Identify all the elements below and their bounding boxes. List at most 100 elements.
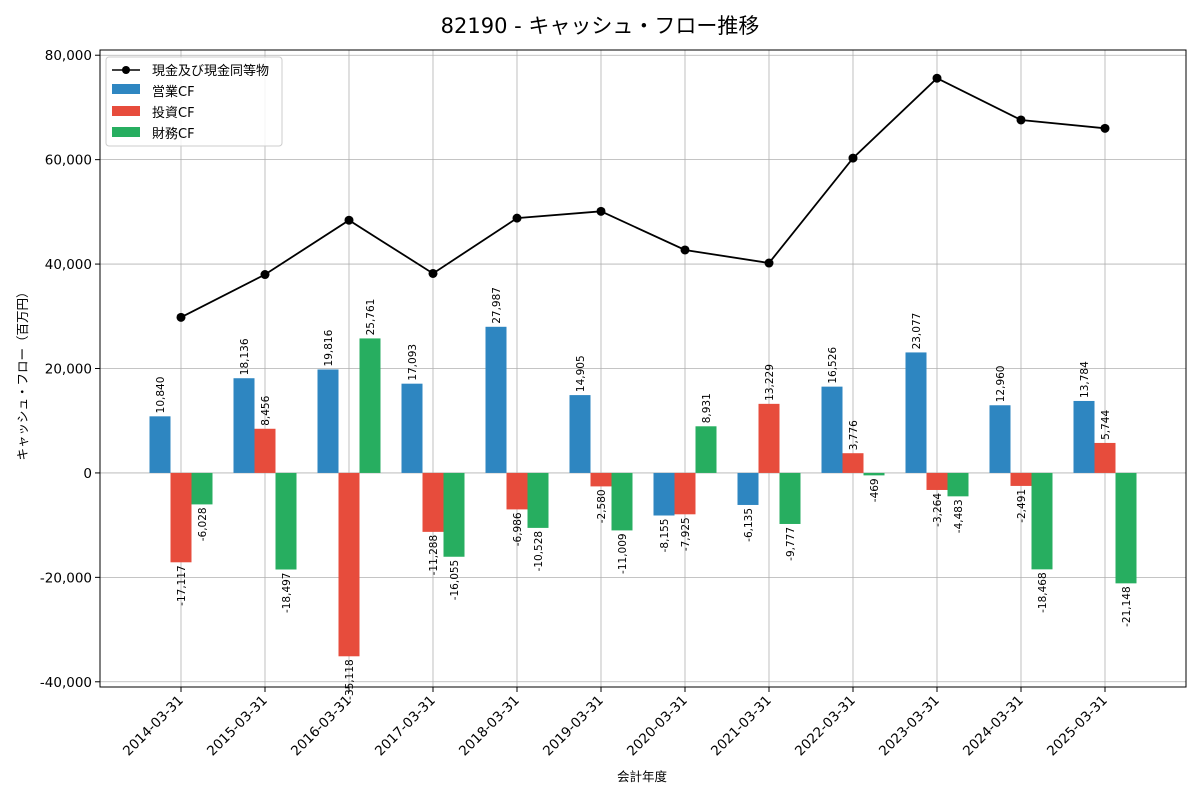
bar-投資CF-2025-03-31 — [1094, 442, 1116, 473]
bar-投資CF-2014-03-31 — [170, 472, 192, 563]
data-label: -6,135 — [743, 508, 755, 542]
x-tick-label: 2023-03-31 — [876, 693, 943, 760]
data-label: -7,925 — [680, 517, 692, 551]
data-label: -6,986 — [512, 512, 524, 546]
data-label: -10,528 — [533, 531, 545, 572]
y-tick-label: -20,000 — [40, 570, 92, 586]
bar-投資CF-2018-03-31 — [506, 472, 528, 510]
data-label: 27,987 — [491, 287, 503, 324]
legend-label-financing: 財務CF — [152, 127, 195, 142]
bar-財務CF-2022-03-31 — [863, 472, 885, 476]
y-tick-label: 20,000 — [45, 362, 92, 378]
data-label: 18,136 — [239, 338, 251, 375]
data-label: 12,960 — [995, 366, 1007, 403]
data-label: -18,497 — [281, 573, 293, 614]
line-point — [428, 268, 438, 278]
legend-label-operating: 営業CF — [152, 84, 195, 100]
data-label: 8,456 — [260, 395, 272, 425]
data-label: 14,905 — [575, 355, 587, 392]
bar-投資CF-2024-03-31 — [1010, 472, 1032, 486]
bar-財務CF-2025-03-31 — [1115, 472, 1137, 584]
data-label: -18,468 — [1037, 572, 1049, 613]
bar-投資CF-2016-03-31 — [338, 472, 360, 657]
data-label: 5,744 — [1100, 410, 1112, 440]
line-point — [932, 73, 942, 83]
bars-layer — [149, 326, 1137, 657]
x-tick-label: 2020-03-31 — [624, 693, 691, 760]
data-label: -21,148 — [1121, 586, 1133, 627]
legend: 現金及び現金同等物 営業CF 投資CF 財務CF — [105, 56, 283, 147]
bar-投資CF-2020-03-31 — [674, 472, 696, 515]
x-tick-label: 2019-03-31 — [540, 693, 607, 760]
line-point — [260, 270, 270, 280]
y-tick-label: 60,000 — [45, 153, 92, 169]
data-label: -3,264 — [932, 493, 944, 527]
bar-財務CF-2015-03-31 — [275, 472, 297, 570]
data-label: -11,288 — [428, 535, 440, 576]
bar-営業CF-2023-03-31 — [905, 352, 927, 473]
line-point — [344, 215, 354, 225]
bar-営業CF-2018-03-31 — [485, 326, 507, 473]
legend-swatch-investing — [112, 106, 140, 116]
bar-投資CF-2015-03-31 — [254, 428, 276, 473]
x-tick-label: 2021-03-31 — [708, 693, 775, 760]
x-tick-label: 2014-03-31 — [120, 693, 187, 760]
bar-財務CF-2017-03-31 — [443, 472, 465, 557]
chart-title: 82190 - キャッシュ・フロー推移 — [441, 14, 760, 38]
data-label: 8,931 — [701, 393, 713, 423]
bar-投資CF-2023-03-31 — [926, 472, 948, 490]
y-axis-label: キャッシュ・フロー（百万円） — [15, 285, 30, 460]
bar-財務CF-2018-03-31 — [527, 472, 549, 528]
bar-投資CF-2021-03-31 — [758, 403, 780, 473]
data-label: -9,777 — [785, 527, 797, 561]
line-point — [764, 258, 774, 268]
line-layer — [176, 73, 1110, 322]
bar-営業CF-2014-03-31 — [149, 416, 171, 473]
bar-財務CF-2016-03-31 — [359, 338, 381, 473]
data-label: -8,155 — [659, 519, 671, 553]
line-point — [848, 153, 858, 163]
line-point — [176, 312, 186, 322]
grid-layer — [100, 50, 1186, 687]
legend-frame — [105, 56, 283, 147]
line-point — [512, 213, 522, 223]
legend-line-marker — [122, 66, 130, 74]
line-point — [1100, 123, 1110, 133]
x-tick-label: 2022-03-31 — [792, 693, 859, 760]
bar-営業CF-2024-03-31 — [989, 405, 1011, 473]
y-tick-label: -40,000 — [40, 675, 92, 691]
data-label: 3,776 — [848, 420, 860, 450]
data-label: -2,491 — [1016, 489, 1028, 523]
bar-営業CF-2022-03-31 — [821, 386, 843, 473]
data-label: 10,840 — [155, 377, 167, 414]
bar-財務CF-2024-03-31 — [1031, 472, 1053, 570]
x-tick-label: 2016-03-31 — [288, 693, 355, 760]
bar-営業CF-2021-03-31 — [737, 472, 759, 505]
x-tick-label: 2017-03-31 — [372, 693, 439, 760]
bar-営業CF-2015-03-31 — [233, 378, 255, 473]
data-label: -4,483 — [953, 499, 965, 533]
data-label: -16,055 — [449, 560, 461, 601]
y-tick-label: 0 — [83, 466, 92, 482]
y-tick-label: 40,000 — [45, 257, 92, 273]
bar-営業CF-2017-03-31 — [401, 383, 423, 473]
bar-営業CF-2019-03-31 — [569, 395, 591, 473]
x-tick-label: 2018-03-31 — [456, 693, 523, 760]
bar-営業CF-2020-03-31 — [653, 472, 675, 516]
bar-投資CF-2017-03-31 — [422, 472, 444, 532]
data-label: 13,784 — [1079, 361, 1091, 398]
x-axis-label: 会計年度 — [617, 769, 668, 784]
data-label: -2,580 — [596, 489, 608, 523]
bar-営業CF-2025-03-31 — [1073, 400, 1095, 473]
data-label: -6,028 — [197, 507, 209, 541]
data-label: 16,526 — [827, 347, 839, 384]
data-label: -11,009 — [617, 533, 629, 574]
data-label: 23,077 — [911, 313, 923, 350]
y-tick-label: 80,000 — [45, 48, 92, 64]
data-label: 25,761 — [365, 299, 377, 336]
legend-swatch-operating — [112, 84, 140, 94]
bar-財務CF-2023-03-31 — [947, 472, 969, 497]
data-label: 17,093 — [407, 344, 419, 381]
